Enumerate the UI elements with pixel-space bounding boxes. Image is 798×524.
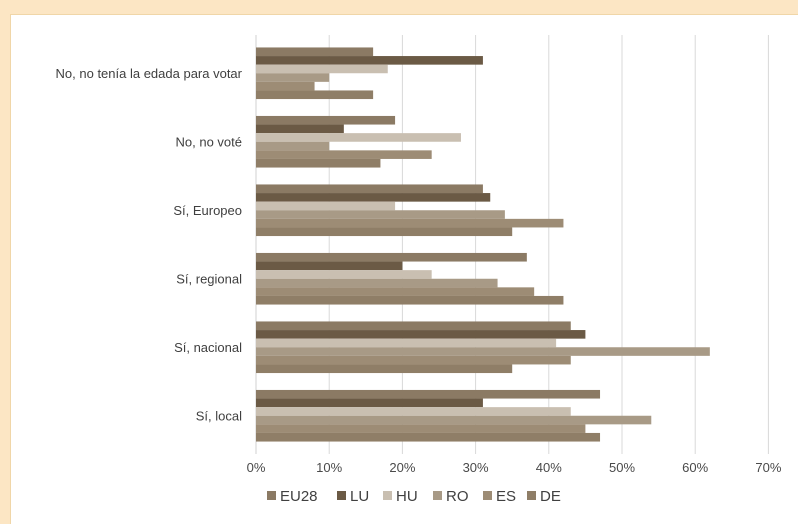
category-label: Sí, Europeo [173, 203, 242, 218]
bar-de [256, 432, 601, 442]
bar-hu [256, 270, 432, 279]
bar-ro [256, 278, 498, 288]
bar-lu [256, 56, 483, 65]
x-tick-label: 20% [389, 460, 415, 475]
category-label: Sí, regional [176, 271, 242, 286]
bar-hu [256, 338, 557, 348]
bar-de [256, 227, 513, 237]
category-label: Sí, nacional [174, 340, 242, 355]
bar-lu [256, 261, 403, 271]
x-tick-labels: 0% 10% 20% 30% 40% 50% 60% 70% [247, 460, 782, 475]
legend-swatch-lu [337, 491, 346, 500]
x-tick-label: 0% [247, 460, 266, 475]
legend-swatch-es [483, 491, 492, 500]
bar-hu [256, 64, 388, 74]
legend-label-de: DE [540, 488, 561, 505]
bar-ro [256, 210, 505, 219]
legend-label-lu: LU [350, 488, 369, 505]
x-tick-label: 70% [755, 460, 781, 475]
bar-chart: No, no tenía la edada para votar No, no v… [56, 35, 782, 505]
bar-eu28 [256, 184, 483, 194]
legend-swatch-hu [383, 491, 392, 500]
bar-es [256, 218, 564, 228]
gridlines [255, 35, 769, 454]
bar-eu28 [256, 389, 601, 399]
bar-eu28 [256, 252, 527, 262]
legend-swatch-eu28 [267, 491, 276, 500]
category-label: No, no voté [176, 134, 243, 149]
x-tick-label: 60% [682, 460, 708, 475]
bar-lu [256, 398, 483, 408]
bar-de [256, 295, 564, 305]
category-label: No, no tenía la edada para votar [56, 66, 243, 81]
category-labels: No, no tenía la edada para votar No, no v… [56, 66, 243, 424]
bar-lu [256, 193, 491, 202]
legend-label-hu: HU [396, 488, 418, 505]
bar-hu [256, 407, 571, 416]
bar-de [256, 90, 374, 100]
x-tick-label: 10% [316, 460, 342, 475]
x-tick-label: 40% [536, 460, 562, 475]
bar-es [256, 287, 535, 296]
bar-es [256, 424, 586, 433]
bar-es [256, 355, 571, 365]
legend-swatch-de [527, 491, 536, 500]
bar-es [256, 150, 432, 159]
bar-ro [256, 141, 330, 151]
bar-ro [256, 73, 330, 82]
bar-hu [256, 133, 461, 142]
bars [256, 47, 710, 442]
x-tick-label: 50% [609, 460, 635, 475]
bar-de [256, 158, 381, 168]
bar-es [256, 81, 315, 91]
bar-eu28 [256, 321, 571, 331]
bar-lu [256, 330, 586, 339]
bar-ro [256, 415, 652, 425]
bar-eu28 [256, 115, 396, 125]
category-label: Sí, local [196, 408, 242, 423]
bar-ro [256, 347, 710, 356]
bar-hu [256, 201, 396, 211]
bar-lu [256, 124, 344, 134]
chart-panel: No, no tenía la edada para votar No, no v… [10, 14, 798, 524]
bar-de [256, 364, 513, 374]
legend-label-eu28: EU28 [280, 488, 318, 505]
bar-eu28 [256, 47, 374, 57]
legend-label-es: ES [496, 488, 516, 505]
legend-label-ro: RO [446, 488, 469, 505]
legend-swatch-ro [433, 491, 442, 500]
x-tick-label: 30% [463, 460, 489, 475]
legend: EU28 LU HU RO ES DE [267, 488, 561, 505]
